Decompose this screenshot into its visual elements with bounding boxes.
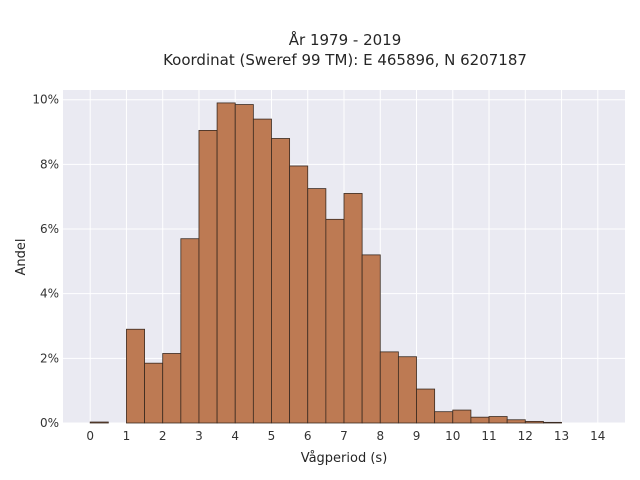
histogram-bar <box>488 416 508 424</box>
histogram-bar <box>379 351 399 424</box>
histogram-bar <box>271 138 291 424</box>
histogram-bar <box>180 238 200 424</box>
x-tick-label: 9 <box>413 429 421 443</box>
y-axis-label: Andel <box>14 239 29 276</box>
y-tick-labels: 0% 2% 4% 6% 8% 10% <box>32 93 59 430</box>
histogram-bar <box>89 421 109 424</box>
bars-group <box>89 102 562 424</box>
histogram-bar <box>252 118 272 424</box>
histogram-bar <box>198 130 218 424</box>
y-tick-label: 6% <box>40 222 59 236</box>
y-tick-label: 4% <box>40 287 59 301</box>
x-tick-labels: 0 1 2 3 4 5 6 7 8 9 10 11 12 13 14 <box>86 429 605 443</box>
x-tick-label: 14 <box>590 429 605 443</box>
histogram-bar <box>361 254 381 424</box>
histogram-bar <box>416 388 436 424</box>
y-tick-label: 8% <box>40 157 59 171</box>
x-tick-label: 1 <box>123 429 131 443</box>
x-tick-label: 10 <box>445 429 460 443</box>
histogram-bar <box>343 193 363 424</box>
histogram-bar <box>216 102 236 424</box>
x-tick-label: 3 <box>195 429 203 443</box>
y-tick-label: 10% <box>32 93 59 107</box>
chart-title-line-1: År 1979 - 2019 <box>289 30 402 49</box>
x-tick-label: 12 <box>518 429 533 443</box>
x-tick-label: 11 <box>481 429 496 443</box>
histogram-bar <box>234 104 254 424</box>
x-tick-label: 6 <box>304 429 312 443</box>
x-axis-label: Vågperiod (s) <box>301 451 388 466</box>
histogram-bar <box>162 353 182 424</box>
histogram-bar <box>126 328 145 424</box>
x-tick-label: 0 <box>86 429 94 443</box>
histogram-bar <box>307 188 327 424</box>
y-tick-label: 0% <box>40 416 59 430</box>
histogram-bar <box>543 421 562 424</box>
x-tick-label: 2 <box>159 429 167 443</box>
x-tick-label: 8 <box>376 429 384 443</box>
y-tick-label: 2% <box>40 351 59 365</box>
histogram-bar <box>289 165 309 424</box>
histogram-bar <box>506 419 526 424</box>
x-tick-label: 7 <box>340 429 348 443</box>
grid-lines <box>63 90 625 424</box>
x-tick-label: 13 <box>554 429 569 443</box>
chart-title-line-2: Koordinat (Sweref 99 TM): E 465896, N 62… <box>163 51 527 69</box>
x-tick-label: 5 <box>268 429 276 443</box>
histogram-bar <box>470 416 490 424</box>
histogram-bar <box>524 420 544 424</box>
histogram-bar <box>397 356 417 424</box>
x-tick-label: 4 <box>231 429 239 443</box>
histogram-bar <box>452 409 472 424</box>
histogram-bar <box>144 362 164 424</box>
histogram-bar <box>434 411 454 424</box>
histogram-bar <box>325 218 345 424</box>
